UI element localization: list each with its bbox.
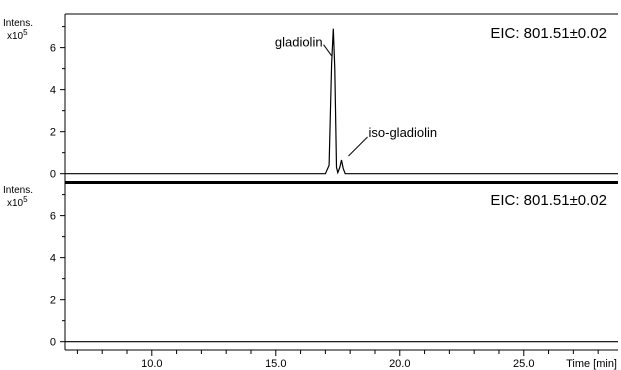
x-axis-title: Time [min] [566,358,617,370]
x-tick-label: 25.0 [513,358,534,370]
x-tick-label: 20.0 [389,358,410,370]
peak-label-gladiolin: gladiolin [275,35,323,50]
bottom-panel: Intens.x105 0 2 4 6 EIC: 801.51±0.02 [3,182,618,350]
y-axis-title: Intens. [3,185,33,196]
time-axis: 10.0 15.0 20.0 25.0 Time [min] [65,349,618,370]
y-tick-label: 6 [50,43,56,55]
x-tick-label: 10.0 [141,358,162,370]
eic-label: EIC: 801.51±0.02 [490,192,607,209]
eic-label: EIC: 801.51±0.02 [490,25,607,42]
y-tick-label: 4 [50,85,56,97]
y-tick-label: 0 [50,169,56,181]
y-tick-label: 0 [50,337,56,349]
y-tick-label: 2 [50,127,56,139]
y-tick-label: 4 [50,253,56,265]
y-tick-label: 2 [50,295,56,307]
peak-leader-gladiolin [323,44,332,57]
peak-label-iso-gladiolin: iso-gladiolin [369,125,438,140]
y-axis-title: Intens. [3,18,33,29]
x-tick-label: 15.0 [265,358,286,370]
y-axis-scale: x105 [7,28,28,42]
y-axis-scale-exponent: 5 [23,28,28,37]
top-panel: Intens.x105 0 2 4 6 EIC: 801.51±0.02 gladiolin… [3,13,618,184]
eic-trace [65,28,618,175]
peak-leader-iso-gladiolin [348,136,368,157]
y-axis-scale-exponent: 5 [23,195,28,204]
y-axis-scale: x105 [7,195,28,209]
y-tick-label: 6 [50,211,56,223]
